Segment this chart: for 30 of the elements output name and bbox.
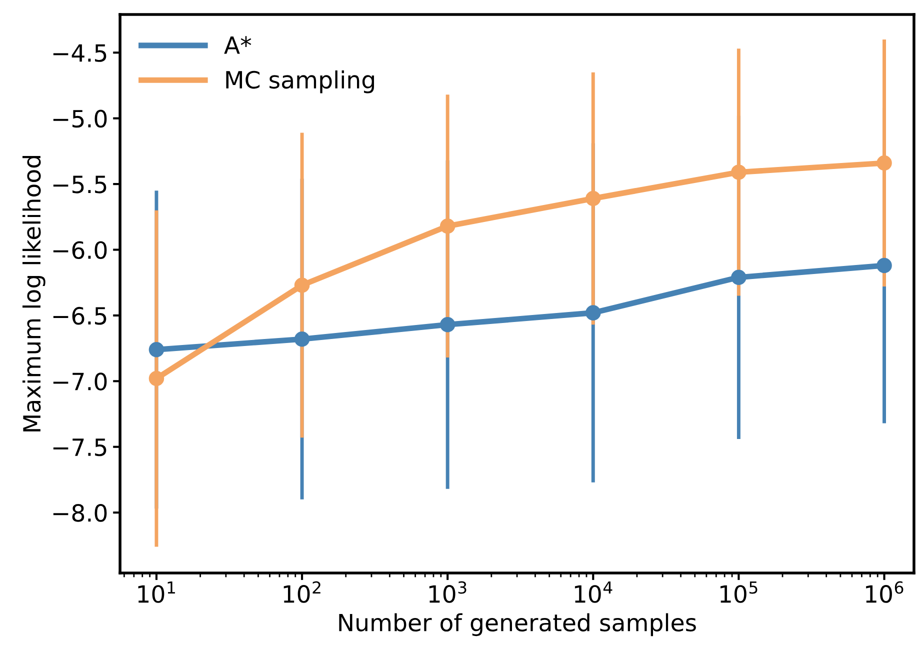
y-tick-label: −5.0	[53, 110, 107, 128]
point	[440, 317, 456, 332]
x-tick-label: 10$^{6}$	[866, 581, 904, 603]
legend-label: MC sampling	[226, 70, 374, 94]
point	[440, 218, 456, 234]
y-tick-label: −5.5	[53, 176, 106, 194]
point	[148, 370, 164, 386]
legend-label: A*	[224, 36, 252, 54]
x-axis-title: Number of generated samples	[339, 613, 696, 636]
x-tick-label: 10$^{1}$	[138, 582, 175, 603]
point	[148, 342, 164, 358]
x-tick-label: 10$^{3}$	[429, 581, 466, 603]
y-tick-label: −6.0	[53, 241, 107, 260]
y-tick-label: −6.5	[53, 306, 106, 325]
y-tick-label: −7.5	[53, 438, 106, 456]
y-tick-label: −7.0	[53, 372, 107, 390]
point	[731, 270, 746, 285]
x-tick-label: 10$^{5}$	[720, 582, 758, 603]
y-tick-label: −4.5	[53, 44, 106, 62]
x-tick-label: 10$^{2}$	[284, 581, 320, 603]
point	[876, 155, 892, 171]
y-tick-label: −8.0	[53, 504, 107, 522]
y-axis-title: Maximum log likelihood	[22, 156, 46, 432]
point	[586, 190, 601, 206]
point	[586, 305, 601, 320]
point	[731, 164, 746, 180]
point	[876, 258, 892, 274]
point	[294, 278, 310, 293]
point	[294, 331, 310, 347]
x-tick-label: 10$^{4}$	[574, 582, 612, 603]
